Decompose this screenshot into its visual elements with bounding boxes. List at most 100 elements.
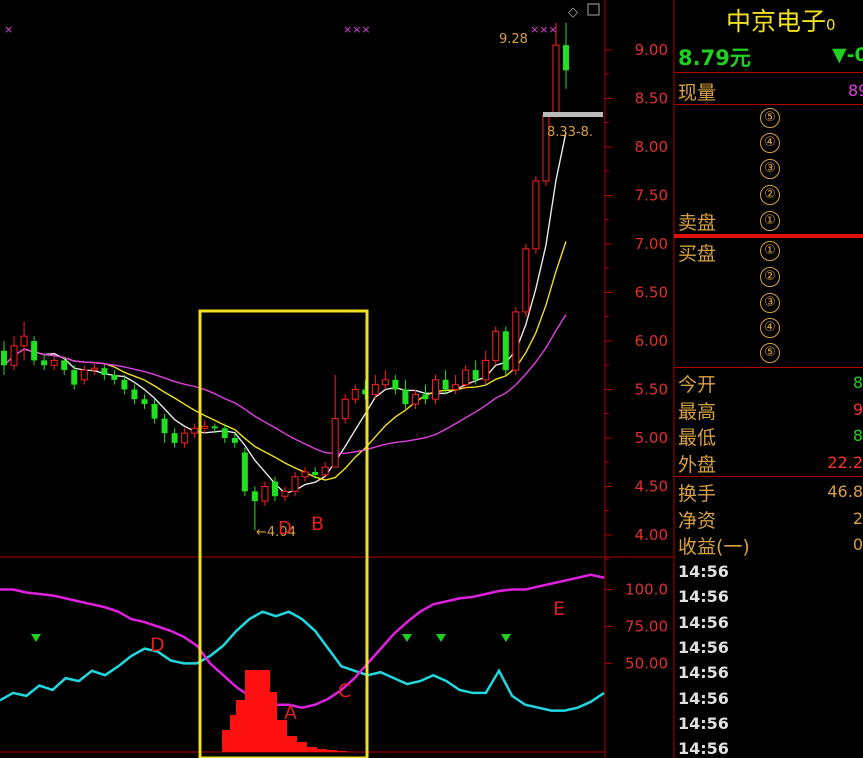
- annot-a: A: [284, 702, 297, 724]
- axis-tick-label: 8.50: [635, 90, 668, 108]
- candle-body: [281, 490, 289, 497]
- price-marker: [543, 112, 603, 117]
- candle-body: [532, 180, 540, 250]
- trade-time: 14:56: [678, 587, 729, 607]
- histogram-bar: [287, 736, 297, 752]
- candle-body: [231, 438, 238, 443]
- buy-level-5: ⑤: [760, 343, 780, 363]
- histogram-bar: [307, 747, 317, 752]
- stat-label: 今开: [678, 374, 717, 396]
- candle-body: [432, 379, 440, 400]
- signal-triangle: [31, 634, 41, 642]
- candle-body: [171, 433, 178, 443]
- axis-tick-label: 4.00: [635, 526, 668, 544]
- candle-body: [221, 428, 228, 438]
- x-marker: ×××: [343, 23, 371, 36]
- mid-divider: [674, 234, 863, 238]
- candle-body: [101, 368, 108, 375]
- axis-tick-label: 8.00: [635, 138, 668, 156]
- low-label: ←4.04: [256, 525, 296, 540]
- histogram-bar: [337, 751, 347, 752]
- candle-body: [121, 379, 128, 390]
- candle-body: [563, 45, 569, 71]
- trade-time: 14:56: [678, 562, 729, 581]
- stat-row: 换手 46.8: [678, 479, 863, 506]
- signal-triangle: [436, 634, 446, 642]
- candle-body: [20, 335, 28, 347]
- trade-time: 14:56: [678, 663, 729, 683]
- stat-row: 外盘 22.2: [678, 450, 863, 477]
- candle-body: [321, 466, 329, 476]
- sub-axis-tick-label: 50.00: [625, 654, 668, 672]
- annot-c: C: [338, 680, 351, 702]
- histogram-bar: [236, 700, 245, 752]
- candle-body: [291, 476, 299, 492]
- stat-value: 46.8: [827, 482, 863, 501]
- stat-label: 收益(一): [678, 536, 750, 558]
- stat-row: 今开 8: [678, 370, 863, 397]
- candle-body: [331, 418, 339, 468]
- trade-time: 14:56: [678, 739, 729, 758]
- annot-d-main: D: [278, 518, 292, 539]
- candle-body: [90, 367, 98, 371]
- axis-tick-label: 7.50: [635, 187, 668, 205]
- histogram-bar: [245, 670, 270, 752]
- histogram-bar: [317, 749, 327, 752]
- sell-level-3: ③: [760, 159, 780, 179]
- indicator-lines: [0, 573, 605, 712]
- stat-label: 最高: [678, 401, 717, 423]
- indicator-line-1: [0, 573, 605, 709]
- candle-body: [381, 379, 389, 386]
- axis-tick-label: 4.50: [635, 478, 668, 496]
- x-marker: ×××: [530, 23, 558, 36]
- buy-level-4: ④: [760, 318, 780, 338]
- signal-triangle: [402, 634, 412, 642]
- histogram-bar: [297, 742, 307, 752]
- buy-level-3: ③: [760, 293, 780, 313]
- annot-b: B: [311, 513, 324, 535]
- current-volume-value: 89: [848, 81, 863, 100]
- candle-body: [251, 491, 258, 502]
- sell-label: 卖盘: [678, 212, 717, 234]
- main-axis: 9.00 8.50 8.00 7.50 7.00 6.50 6.00 5.50 5.00 4.50…: [605, 41, 668, 560]
- candle-body: [151, 404, 158, 419]
- candle-body: [111, 374, 118, 380]
- stat-label: 外盘: [678, 454, 717, 476]
- candle-body: [422, 394, 429, 400]
- candle-body: [482, 359, 490, 381]
- indicator-line-0: [0, 610, 605, 712]
- sub-axis-tick-label: 100.0: [625, 581, 668, 599]
- range-label: 8.33-8.: [547, 125, 593, 140]
- candle-body: [50, 359, 58, 366]
- candle-body: [80, 369, 88, 381]
- candle-body: [341, 398, 349, 420]
- annot-e: E: [553, 598, 565, 620]
- candles: [1, 22, 569, 531]
- ma-line-5: [3, 131, 567, 495]
- diamond-icon[interactable]: ◇: [568, 5, 578, 20]
- trade-time: 14:56: [678, 637, 729, 657]
- red-histogram: [222, 670, 347, 752]
- candle-body: [472, 370, 479, 380]
- candle-body: [411, 393, 419, 405]
- stock-code-fragment: 0: [826, 16, 836, 34]
- stat-label: 净资: [678, 510, 717, 532]
- histogram-bar: [277, 720, 287, 752]
- candle-body: [442, 379, 449, 390]
- stat-value: 0: [852, 535, 863, 554]
- stat-row: 净资 2: [678, 506, 863, 533]
- current-volume-label: 现量: [678, 82, 717, 104]
- ma-line-20: [3, 314, 567, 455]
- current-price: 8.79元: [678, 46, 751, 70]
- stock-name: 中京电子0: [726, 7, 836, 36]
- sub-axis: 100.0 75.00 50.00: [605, 581, 668, 672]
- window-icon[interactable]: [587, 3, 600, 16]
- candle-body: [402, 389, 409, 405]
- stat-row: 收益(一) 0: [678, 532, 863, 559]
- candle-body: [1, 350, 7, 366]
- histogram-bar: [270, 692, 277, 752]
- candle-body: [452, 384, 460, 390]
- stat-value: 2: [852, 509, 863, 528]
- candle-body: [31, 341, 38, 361]
